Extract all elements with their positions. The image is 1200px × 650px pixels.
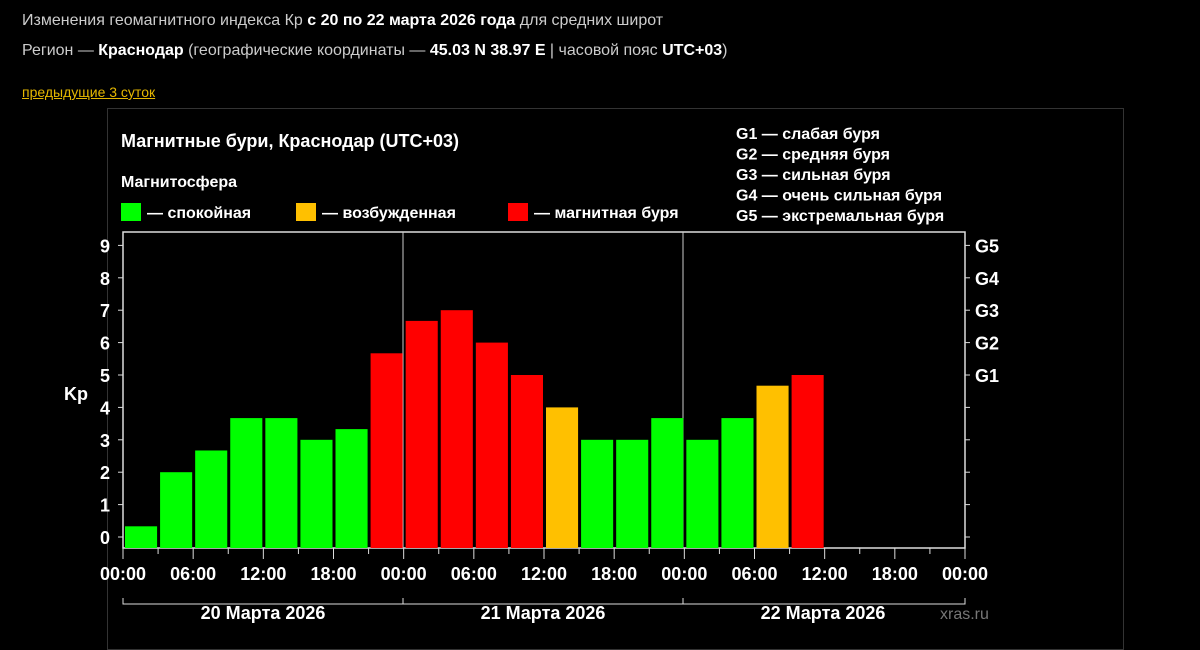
y-tick-label: 9 — [100, 236, 110, 256]
g-legend-item: G1 — слабая буря — [736, 126, 880, 143]
x-tick-label: 18:00 — [591, 564, 637, 584]
y-tick-label: 7 — [100, 301, 110, 321]
day-label: 22 Марта 2026 — [761, 603, 886, 623]
timezone: UTC+03 — [662, 42, 723, 59]
y-tick-label: 8 — [100, 269, 110, 289]
text: (географические координаты — — [183, 42, 430, 59]
y-tick-label: 3 — [100, 431, 110, 451]
y-tick-label: 2 — [100, 463, 110, 483]
g-tick-label: G4 — [975, 269, 999, 289]
legend-swatch — [296, 203, 316, 221]
x-tick-label: 18:00 — [872, 564, 918, 584]
kp-chart: Магнитные бури, Краснодар (UTC+03) Магнит… — [64, 126, 999, 623]
chart-title: Магнитные бури, Краснодар (UTC+03) — [121, 131, 459, 151]
kp-bar — [651, 418, 684, 548]
legend-title: Магнитосфера — [121, 174, 237, 191]
kp-bar — [510, 375, 543, 548]
legend-swatch — [121, 203, 141, 221]
g-legend-item: G2 — средняя буря — [736, 147, 890, 164]
g-legend-item: G3 — сильная буря — [736, 167, 891, 184]
text: Изменения геомагнитного индекса Кр — [22, 12, 308, 29]
x-tick-label: 00:00 — [942, 564, 988, 584]
kp-bar — [125, 526, 158, 548]
kp-bar — [581, 439, 614, 548]
day-bracket — [122, 598, 966, 605]
x-tick-label: 00:00 — [100, 564, 146, 584]
header-line-2: Регион — Краснодар (географические коорд… — [22, 42, 727, 60]
text: для средних широт — [515, 12, 664, 29]
day-label: 21 Марта 2026 — [481, 603, 606, 623]
text: Регион — — [22, 42, 99, 59]
header-line-1: Изменения геомагнитного индекса Кр с 20 … — [22, 12, 663, 30]
coords: 45.03 N 38.97 E — [429, 42, 546, 59]
region: Краснодар — [98, 42, 184, 59]
x-tick-label: 12:00 — [802, 564, 848, 584]
text: ) — [722, 42, 728, 59]
kp-bar — [791, 375, 824, 548]
kp-bar — [335, 429, 368, 548]
x-tick-label: 12:00 — [240, 564, 286, 584]
kp-bar — [405, 320, 438, 548]
kp-bar — [686, 439, 719, 548]
y-tick-label: 6 — [100, 334, 110, 354]
g-legend-item: G4 — очень сильная буря — [736, 188, 942, 205]
kp-bar — [195, 450, 228, 548]
y-axis-label: Kp — [64, 384, 88, 404]
x-tick-label: 00:00 — [381, 564, 427, 584]
previous-3-days-link[interactable]: предыдущие 3 суток — [22, 84, 156, 100]
g-legend-item: G5 — экстремальная буря — [736, 208, 944, 225]
kp-bar — [440, 310, 473, 548]
day-label: 20 Марта 2026 — [201, 603, 326, 623]
legend-label: — спокойная — [147, 205, 251, 222]
kp-bar — [546, 407, 579, 548]
x-tick-label: 06:00 — [731, 564, 777, 584]
text: | часовой пояс — [545, 42, 663, 59]
kp-bar — [616, 439, 649, 548]
legend-label: — магнитная буря — [534, 205, 679, 222]
kp-bar — [230, 418, 263, 548]
g-tick-label: G1 — [975, 366, 999, 386]
x-tick-label: 06:00 — [451, 564, 497, 584]
kp-bar — [756, 385, 789, 548]
y-tick-label: 4 — [100, 398, 110, 418]
x-tick-label: 00:00 — [661, 564, 707, 584]
kp-bar — [475, 342, 508, 548]
g-tick-label: G2 — [975, 334, 999, 354]
kp-bar — [721, 418, 754, 548]
watermark: xras.ru — [940, 606, 989, 623]
kp-bar — [160, 472, 193, 548]
g-tick-label: G5 — [975, 236, 999, 256]
x-tick-label: 18:00 — [310, 564, 356, 584]
kp-bar — [300, 439, 333, 548]
legend-swatch — [508, 203, 528, 221]
legend-label: — возбужденная — [322, 205, 456, 222]
g-tick-label: G3 — [975, 301, 999, 321]
y-tick-label: 5 — [100, 366, 110, 386]
kp-bar — [370, 353, 403, 548]
x-tick-label: 06:00 — [170, 564, 216, 584]
y-tick-label: 0 — [100, 528, 110, 548]
kp-bar — [265, 418, 298, 548]
date-range: с 20 по 22 марта 2026 года — [307, 12, 516, 29]
x-tick-label: 12:00 — [521, 564, 567, 584]
y-tick-label: 1 — [100, 496, 110, 516]
